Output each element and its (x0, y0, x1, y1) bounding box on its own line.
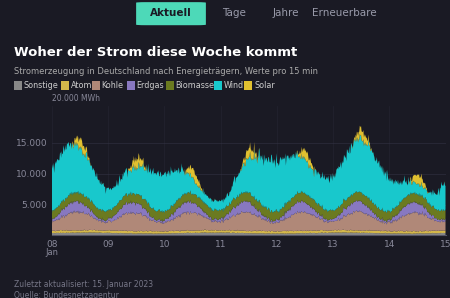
Text: Jan: Jan (45, 248, 58, 257)
Text: Wind: Wind (224, 81, 243, 90)
Text: Woher der Strom diese Woche kommt: Woher der Strom diese Woche kommt (14, 46, 297, 59)
Text: Erneuerbare: Erneuerbare (312, 8, 377, 18)
Text: 20.000 MWh: 20.000 MWh (52, 94, 100, 103)
Text: Tage: Tage (222, 8, 246, 18)
FancyBboxPatch shape (136, 2, 206, 25)
Text: Sonstige: Sonstige (23, 81, 58, 90)
Text: Erdgas: Erdgas (137, 81, 164, 90)
Text: Quelle: Bundesnetzagentur: Quelle: Bundesnetzagentur (14, 291, 118, 298)
Text: Jahre: Jahre (273, 8, 299, 18)
Text: Biomasse: Biomasse (176, 81, 215, 90)
Text: Kohle: Kohle (102, 81, 124, 90)
Text: Zuletzt aktualisiert: 15. Januar 2023: Zuletzt aktualisiert: 15. Januar 2023 (14, 280, 153, 289)
Text: Solar: Solar (254, 81, 275, 90)
Text: Atom: Atom (71, 81, 93, 90)
Text: Aktuell: Aktuell (150, 8, 192, 18)
Text: Stromerzeugung in Deutschland nach Energieträgern, Werte pro 15 min: Stromerzeugung in Deutschland nach Energ… (14, 67, 318, 76)
